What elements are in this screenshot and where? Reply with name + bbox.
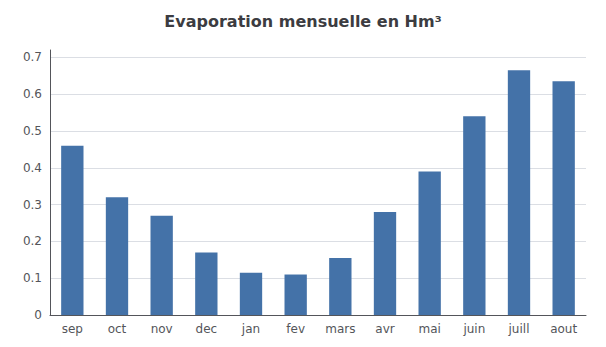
svg-text:nov: nov [151, 322, 173, 336]
svg-text:0.1: 0.1 [23, 271, 42, 285]
svg-text:aout: aout [550, 322, 577, 336]
svg-text:jan: jan [241, 322, 260, 336]
svg-text:0.4: 0.4 [23, 161, 42, 175]
svg-text:dec: dec [196, 322, 218, 336]
svg-text:0.3: 0.3 [23, 198, 42, 212]
svg-text:juill: juill [508, 322, 530, 336]
svg-text:0.5: 0.5 [23, 124, 42, 138]
svg-text:oct: oct [108, 322, 127, 336]
svg-text:0.2: 0.2 [23, 234, 42, 248]
svg-text:avr: avr [375, 322, 394, 336]
svg-text:mars: mars [325, 322, 355, 336]
svg-text:0.7: 0.7 [23, 50, 42, 64]
svg-text:0: 0 [34, 308, 42, 322]
svg-text:Evaporation mensuelle en Hm³: Evaporation mensuelle en Hm³ [164, 12, 441, 31]
svg-text:juin: juin [462, 322, 485, 336]
svg-text:0.6: 0.6 [23, 87, 42, 101]
svg-text:sep: sep [62, 322, 83, 336]
svg-text:fev: fev [286, 322, 305, 336]
svg-text:mai: mai [418, 322, 440, 336]
